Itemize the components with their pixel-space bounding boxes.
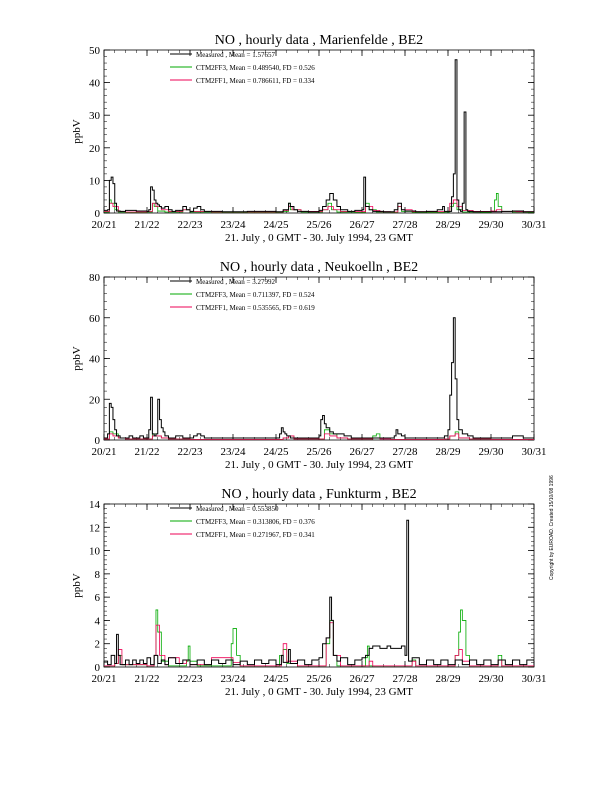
x-axis-label: 21. July , 0 GMT - 30. July 1994, 23 GMT [225, 686, 413, 698]
y-tick-label: 10 [89, 546, 101, 558]
x-tick-label: 22/23 [177, 673, 203, 685]
series-measured-line [104, 317, 534, 439]
y-tick-label: 4 [95, 615, 101, 627]
x-tick-label: 27/28 [392, 219, 418, 231]
x-tick-label: 25/26 [306, 219, 332, 231]
y-tick-label: 2 [95, 639, 101, 651]
chart-panel-3: NO , hourly data , Funkturm , BE2 0 2 4 6 8 10… [71, 487, 547, 698]
y-tick-label: 80 [89, 272, 101, 284]
x-tick-label: 30/31 [521, 219, 546, 231]
legend-label-measured: Measured , Mean = 3.27992 [196, 278, 275, 286]
y-tick-label: 0 [95, 435, 101, 447]
x-tick-label: 21/22 [134, 219, 159, 231]
x-tick-label: 30/31 [521, 446, 546, 458]
legend-label-measured: Measured , Mean = 0.553850 [196, 505, 279, 513]
legend-label-ctm2ff1: CTM2FF1, Mean = 0.535565, FD = 0.619 [196, 304, 315, 312]
series-measured-line [104, 519, 534, 666]
x-tick-label: 26/27 [349, 219, 375, 231]
x-tick-label: 28/29 [435, 673, 461, 685]
legend-label-measured: Measured , Mean = 1.57657 [196, 51, 275, 59]
y-tick-label: 10 [89, 175, 101, 187]
plot-frame [103, 503, 535, 668]
x-tick-label: 28/29 [435, 219, 461, 231]
y-tick-label: 20 [89, 394, 101, 406]
x-tick-label: 23/24 [220, 219, 246, 231]
x-tick-label: 22/23 [177, 219, 203, 231]
legend-label-ctm2ff3: CTM2FF3, Mean = 0.313806, FD = 0.376 [196, 518, 315, 526]
x-tick-label: 28/29 [435, 446, 461, 458]
x-tick-label: 23/24 [220, 446, 246, 458]
x-tick-label: 20/21 [91, 446, 116, 458]
x-tick-label: 24/25 [263, 673, 289, 685]
x-tick-label: 25/26 [306, 446, 332, 458]
x-tick-label: 25/26 [306, 673, 332, 685]
chart-title: NO , hourly data , Marienfelde , BE2 [215, 33, 423, 48]
legend-label-ctm2ff3: CTM2FF3, Mean = 0.711397, FD = 0.524 [196, 291, 315, 299]
x-tick-label: 20/21 [91, 673, 116, 685]
x-tick-label: 30/31 [521, 673, 546, 685]
series-ctm2ff1-line [104, 433, 534, 440]
x-tick-label: 23/24 [220, 673, 246, 685]
legend-label-ctm2ff1: CTM2FF1, Mean = 0.271967, FD = 0.341 [196, 531, 315, 539]
plot-frame [103, 276, 535, 441]
y-tick-label: 12 [89, 522, 100, 534]
y-tick-label: 20 [89, 143, 101, 155]
legend-label-ctm2ff3: CTM2FF3, Mean = 0.489540, FD = 0.526 [196, 64, 315, 72]
y-tick-label: 40 [89, 354, 101, 366]
y-tick-label: 0 [95, 208, 101, 220]
y-tick-label: 0 [95, 662, 101, 674]
y-tick-label: 60 [89, 313, 101, 325]
x-tick-label: 20/21 [91, 219, 116, 231]
series-measured-line [104, 59, 534, 213]
y-axis-label: ppbV [71, 346, 83, 371]
y-tick-label: 14 [89, 499, 101, 511]
x-tick-label: 21/22 [134, 446, 159, 458]
y-tick-label: 40 [89, 78, 101, 90]
x-axis-label: 21. July , 0 GMT - 30. July 1994, 23 GMT [225, 459, 413, 471]
copyright-notice: Copyright by EUROAD. Created 15/10/08 19… [549, 475, 555, 580]
x-tick-label: 29/30 [478, 673, 504, 685]
chart-title: NO , hourly data , Funkturm , BE2 [221, 487, 416, 502]
x-tick-label: 26/27 [349, 446, 375, 458]
x-tick-label: 22/23 [177, 446, 203, 458]
x-tick-label: 26/27 [349, 673, 375, 685]
x-tick-label: 24/25 [263, 219, 289, 231]
y-tick-label: 50 [89, 45, 101, 57]
y-tick-label: 8 [95, 569, 101, 581]
x-tick-label: 29/30 [478, 219, 504, 231]
y-tick-label: 6 [95, 592, 101, 604]
y-axis-label: ppbV [71, 573, 83, 598]
x-tick-label: 29/30 [478, 446, 504, 458]
y-tick-label: 30 [89, 110, 101, 122]
x-tick-label: 27/28 [392, 446, 418, 458]
chart-title: NO , hourly data , Neukoelln , BE2 [220, 260, 418, 275]
chart-panel-1: NO , hourly data , Marienfelde , BE2 0 10 2… [71, 33, 547, 244]
plot-frame [103, 49, 535, 214]
y-axis-label: ppbV [71, 119, 83, 144]
x-tick-label: 27/28 [392, 673, 418, 685]
legend-label-ctm2ff1: CTM2FF1, Mean = 0.786611, FD = 0.334 [196, 77, 315, 85]
x-tick-label: 21/22 [134, 673, 159, 685]
x-axis-label: 21. July , 0 GMT - 30. July 1994, 23 GMT [225, 232, 413, 244]
series-ctm2ff1-line [104, 622, 534, 667]
x-tick-label: 24/25 [263, 446, 289, 458]
chart-panel-2: NO , hourly data , Neukoelln , BE2 0 20 40 6… [71, 260, 547, 471]
